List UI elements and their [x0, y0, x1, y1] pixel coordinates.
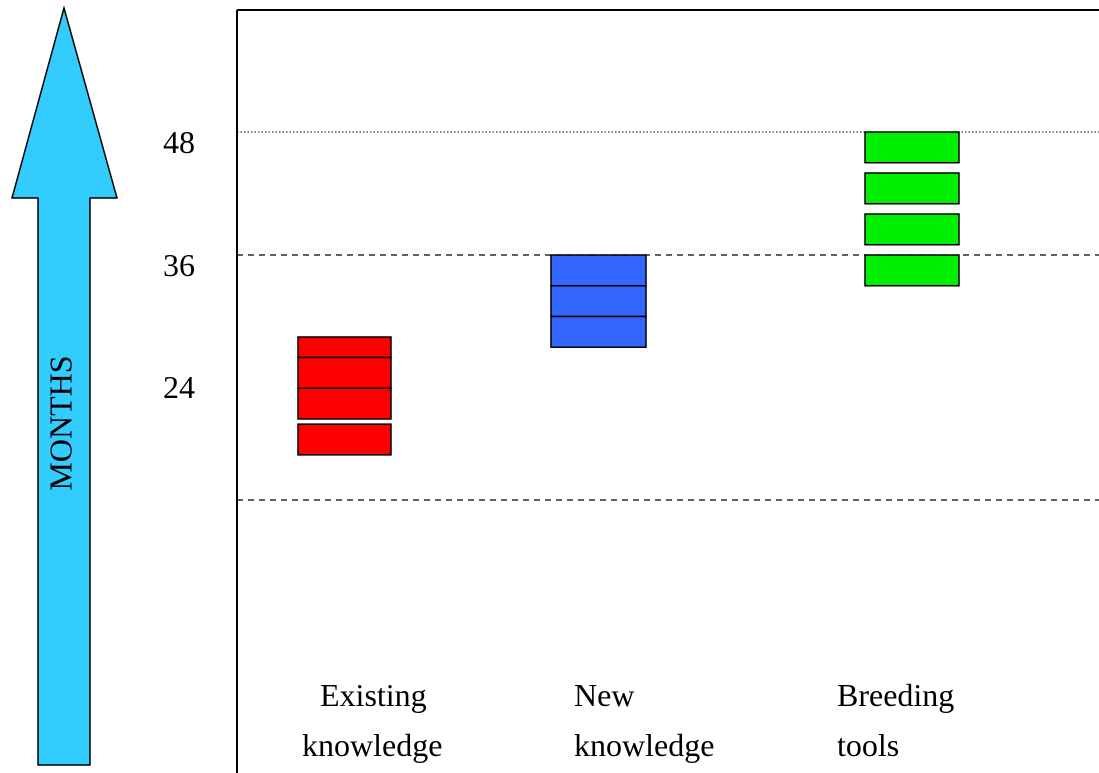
y-tick-24: 24: [163, 369, 195, 405]
y-tick-36: 36: [163, 247, 195, 283]
breeding-block-3: [864, 213, 960, 246]
block-columns: [297, 131, 960, 456]
arrow-label: MONTHS: [42, 355, 78, 490]
existing-block-2: [297, 356, 392, 389]
column-existing: [297, 336, 392, 456]
new-block-2: [550, 285, 647, 318]
breeding-block-2: [864, 172, 960, 205]
column-label-breeding-line2: tools: [837, 727, 899, 763]
column-label-breeding-line1: Breeding: [837, 677, 954, 713]
column-label-existing-line2: knowledge: [302, 727, 442, 763]
y-tick-48: 48: [163, 124, 195, 160]
breeding-block-4: [864, 254, 960, 287]
column-labels: Existing knowledge New knowledge Breedin…: [302, 677, 954, 763]
column-label-new-line2: knowledge: [574, 727, 714, 763]
existing-block-3: [297, 387, 392, 420]
new-block-3: [550, 315, 647, 348]
chart-frame: [236, 9, 1099, 773]
column-new: [550, 254, 647, 348]
column-label-new-line1: New: [574, 677, 634, 713]
up-arrow-icon: [11, 5, 118, 766]
column-label-existing-line1: Existing: [320, 677, 427, 713]
new-block-1: [550, 254, 647, 287]
months-arrow: MONTHS: [11, 5, 118, 766]
column-breeding: [864, 131, 960, 287]
y-axis-labels: 48 36 24: [163, 124, 195, 405]
existing-block-4: [297, 423, 392, 456]
breeding-block-1: [864, 131, 960, 164]
existing-block-1: [297, 336, 392, 359]
